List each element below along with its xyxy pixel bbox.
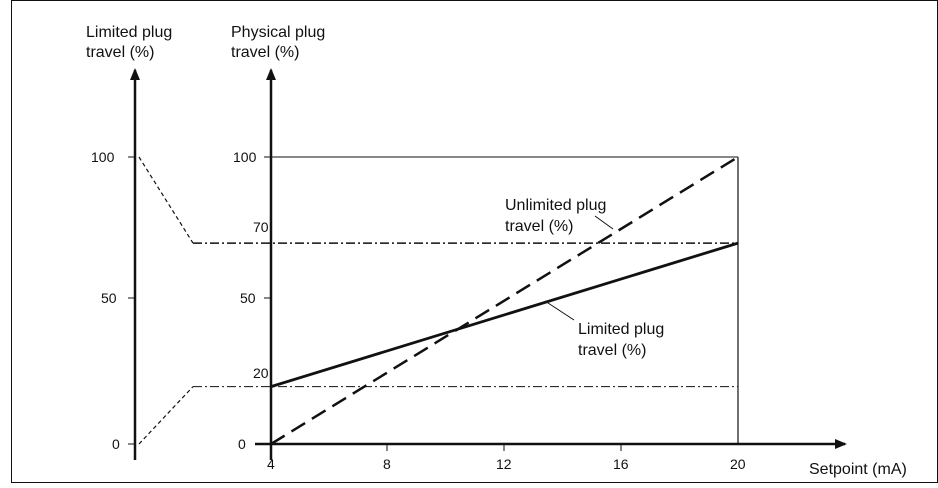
limited-label-line1: Limited plug <box>578 321 664 338</box>
left-axis-title-line1: Limited plug <box>86 24 172 41</box>
main-tick-label-70: 70 <box>253 219 269 235</box>
x-tick-label-4: 4 <box>267 456 275 472</box>
left-axis-title-line2: travel (%) <box>86 44 154 61</box>
left-mapping-connector-100 <box>138 156 194 244</box>
unlimited-label-line1: Unlimited plug <box>505 197 606 214</box>
x-tick-label-20: 20 <box>730 456 746 472</box>
x-tick-label-8: 8 <box>383 456 391 472</box>
main-tick-label-100: 100 <box>233 149 257 165</box>
unlimited-label-line2: travel (%) <box>505 218 573 235</box>
main-axis-title-line2: travel (%) <box>231 44 299 61</box>
left-tick-label-0: 0 <box>112 436 120 452</box>
x-axis-ticks: 4 8 12 16 20 <box>267 444 746 472</box>
main-tick-label-0: 0 <box>238 436 246 452</box>
left-tick-label-100: 100 <box>91 149 115 165</box>
limited-label-line2: travel (%) <box>578 342 646 359</box>
main-tick-label-50: 50 <box>240 290 256 306</box>
unlimited-travel-line <box>270 155 739 446</box>
limit-lines <box>138 156 738 445</box>
left-tick-label-50: 50 <box>101 290 117 306</box>
x-tick-label-16: 16 <box>613 456 629 472</box>
limited-travel-line <box>270 241 739 388</box>
x-tick-label-12: 12 <box>496 456 512 472</box>
left-axis-ticks: 100 50 0 <box>91 149 135 452</box>
figure-border <box>11 0 938 483</box>
unlimited-label-leader <box>594 215 614 230</box>
main-axis-title-line1: Physical plug <box>231 24 325 41</box>
left-mapping-connector-0 <box>138 386 194 445</box>
x-axis-label: Setpoint (mA) <box>809 461 907 478</box>
main-tick-label-20: 20 <box>253 365 269 381</box>
limited-label-leader <box>544 300 575 321</box>
main-axis-ticks: 100 70 50 20 0 <box>233 149 271 452</box>
series-layer <box>270 155 739 446</box>
